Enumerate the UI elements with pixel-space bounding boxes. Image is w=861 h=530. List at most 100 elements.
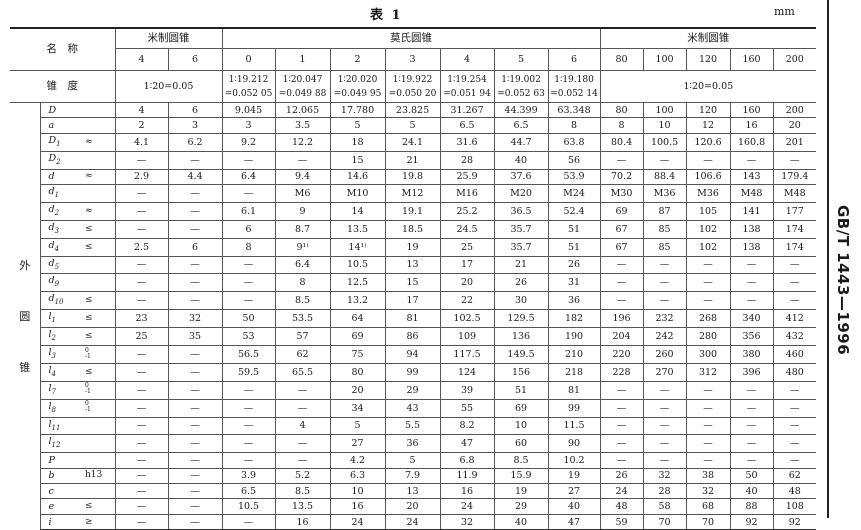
qualifier-text: ≤ (85, 241, 93, 252)
table-cell: 7.9 (384, 467, 441, 485)
table-cell: 100 (642, 101, 687, 119)
table-cell: 260 (642, 344, 687, 364)
taper-morse-cell: 1∶19.922 =0.050 20 (384, 70, 441, 103)
table-cell: 56.5 (221, 344, 276, 364)
parameter-symbol: e (39, 498, 85, 515)
parameter-qualifier: ≤ (85, 362, 116, 382)
table-cell: — (729, 452, 774, 469)
table-cell: — (167, 398, 223, 418)
table-cell: 86 (384, 327, 441, 346)
table-cell: 27 (329, 434, 386, 454)
taper-decimal: =0.049 95 (333, 88, 382, 99)
table-cell: — (167, 150, 223, 170)
table-row: c — —6.5 8.5 10 13 16 19 27 24 28 32 40 48 (10, 483, 817, 500)
table-cell: 12.2 (274, 132, 331, 152)
qualifier-text: ≤ (85, 295, 93, 306)
table-cell: 12 (685, 117, 731, 134)
table-cell: 6.4 (221, 168, 276, 185)
parameter-qualifier (85, 452, 116, 469)
table-cell: 35.7 (493, 237, 549, 257)
table-cell: M48 (772, 183, 817, 203)
table-row: a 2 3 3 3.5 5 5 6.5 6.5 8 8 10 12 16 20 (10, 117, 817, 134)
table-cell: 356 (729, 327, 774, 346)
table-cell: 18 (329, 132, 386, 152)
table-cell: 51 (547, 237, 601, 257)
table-cell: 31.6 (439, 132, 495, 152)
table-cell: 6 (221, 219, 276, 239)
symbol-base: D (48, 134, 57, 146)
table-cell: 15.9 (493, 467, 549, 485)
parameter-qualifier (85, 255, 116, 275)
table-cell: 5 (329, 117, 386, 134)
table-cell: 300 (685, 344, 731, 364)
size-header: 6 (167, 48, 223, 71)
table-cell: 106.6 (685, 168, 731, 185)
parameter-qualifier (85, 483, 116, 500)
table-cell: 59 (599, 513, 644, 530)
parameter-symbol: D2 (39, 150, 85, 170)
table-cell: — (114, 380, 169, 400)
table-cell: M16 (439, 183, 495, 203)
symbol-subscript: 2 (54, 208, 60, 217)
table-cell: 51 (547, 219, 601, 239)
table-cell: 11.5 (547, 416, 601, 436)
table-cell: 69 (493, 398, 549, 418)
table-cell: 18.5 (384, 219, 441, 239)
table-cell: 88 (729, 498, 774, 515)
taper-ratio: 1∶19.254 (447, 74, 487, 85)
table-cell: — (114, 498, 169, 515)
table-cell: 70 (642, 513, 687, 530)
parameter-symbol: l8 (39, 398, 85, 418)
symbol-base: l (48, 311, 52, 323)
table-cell: — (274, 150, 331, 170)
table-row: l4 ≤ — —59.5 65.5 80 99 124 156 218 228 270 312 396 48… (10, 362, 817, 382)
table-cell: 5.2 (274, 467, 331, 485)
table-cell: 17 (384, 291, 441, 311)
table-cell: 228 (599, 362, 644, 382)
symbol-base: d (48, 203, 55, 215)
table-cell: 5.5 (384, 416, 441, 436)
table-cell: — (167, 483, 223, 500)
table-cell: 40 (729, 483, 774, 500)
table-cell: 8 (274, 273, 331, 293)
table-cell: 40 (493, 150, 549, 170)
table-cell: 182 (547, 309, 601, 329)
table-cell: — (729, 291, 774, 311)
side-group-char: 锥 (19, 360, 31, 374)
table-cell: 8.2 (439, 416, 495, 436)
header-row-sizes: 4 6 0 1 2 3 4 5 6 80 100 120 160 200 (10, 48, 817, 71)
table-row: l1 ≤23 32 50 53.5 64 81 102.5 129.5 182 196 232 268 3… (10, 309, 817, 329)
table-cell: 6.5 (221, 483, 276, 500)
table-cell: 13 (384, 255, 441, 275)
table-cell: 67 (599, 237, 644, 257)
table-cell: 141 (729, 201, 774, 221)
table-cell: — (599, 255, 644, 275)
table-cell: 25.9 (439, 168, 495, 185)
table-cell: — (221, 452, 276, 469)
table-cell: 24 (329, 513, 386, 530)
table-cell: 21 (384, 150, 441, 170)
symbol-base: d (48, 171, 55, 183)
qualifier-text: ≤ (85, 223, 93, 234)
parameter-symbol: P (39, 452, 85, 469)
table-cell: M36 (685, 183, 731, 203)
table-cell: 16 (329, 498, 386, 515)
table-cell: 25 (114, 327, 169, 346)
table-cell: 109 (439, 327, 495, 346)
size-header: 120 (685, 48, 731, 71)
table-cell: 8 (221, 237, 276, 257)
table-cell: 88.4 (642, 168, 687, 185)
table-cell: 149.5 (493, 344, 549, 364)
parameter-qualifier: 0 -1 (85, 344, 116, 364)
table-cell: — (599, 434, 644, 454)
taper-ratio: 1∶19.002 (501, 74, 541, 85)
table-cell: 15 (329, 150, 386, 170)
table-cell: 6 (167, 237, 223, 257)
parameter-symbol: l2 (39, 327, 85, 346)
table-cell: 62 (772, 467, 817, 485)
qualifier-text: ≈ (85, 136, 93, 147)
table-cell: 35 (167, 327, 223, 346)
parameter-symbol: b (39, 467, 85, 485)
table-cell: — (167, 219, 223, 239)
table-cell: — (685, 273, 731, 293)
